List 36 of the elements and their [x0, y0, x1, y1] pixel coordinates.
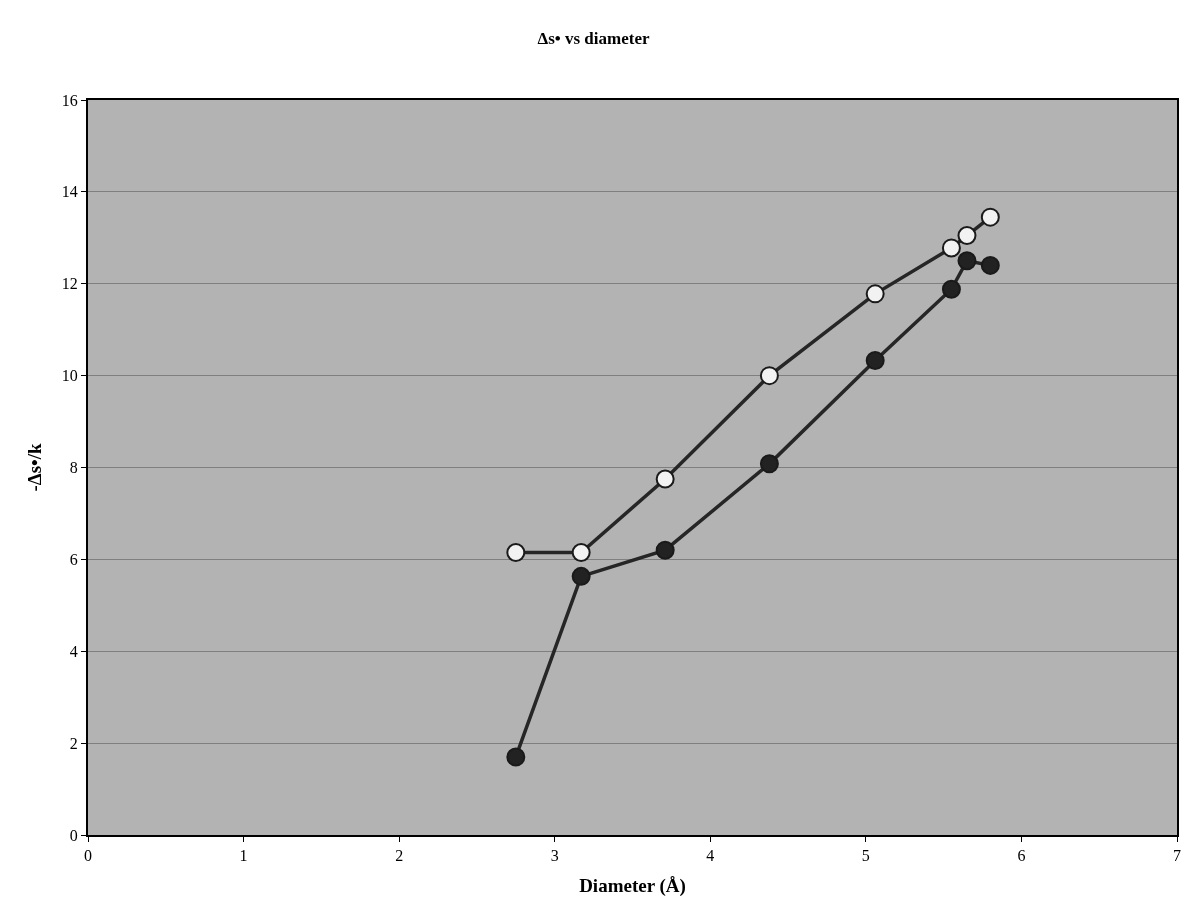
point	[865, 284, 885, 304]
chart-title: Δs• vs diameter	[537, 28, 650, 48]
point	[980, 207, 1000, 227]
point	[759, 366, 779, 386]
x-tick-label: 6	[1017, 847, 1026, 865]
y-tick-label: 14	[61, 183, 78, 201]
x-tick-label: 1	[239, 847, 248, 865]
y-tick-label: 2	[69, 734, 78, 752]
x-tick-label: 0	[84, 847, 92, 865]
y-tick-label: 12	[61, 275, 78, 293]
y-tick-label: 8	[69, 459, 78, 477]
y-tick-label: 16	[61, 91, 78, 109]
y-tick-label: 4	[69, 642, 78, 660]
x-tick-label: 7	[1173, 847, 1181, 865]
point	[941, 279, 961, 299]
point	[571, 566, 591, 586]
x-tick-label: 3	[550, 847, 559, 865]
point	[957, 251, 977, 271]
point	[506, 747, 526, 767]
point	[655, 540, 675, 560]
y-axis-title: -Δs•/k	[24, 443, 46, 492]
point	[506, 542, 526, 562]
point	[571, 542, 591, 562]
y-tick-label: 0	[69, 826, 78, 844]
x-tick-label: 2	[395, 847, 404, 865]
point	[655, 469, 675, 489]
point	[980, 255, 1000, 275]
point	[941, 238, 961, 258]
point	[759, 454, 779, 474]
y-tick-label: 6	[69, 550, 78, 568]
x-axis-title: Diameter (Å)	[579, 874, 686, 897]
x-tick-label: 4	[706, 847, 715, 865]
point	[865, 350, 885, 370]
point	[957, 226, 977, 246]
y-tick-label: 10	[61, 367, 78, 385]
x-tick-label: 5	[861, 847, 870, 865]
